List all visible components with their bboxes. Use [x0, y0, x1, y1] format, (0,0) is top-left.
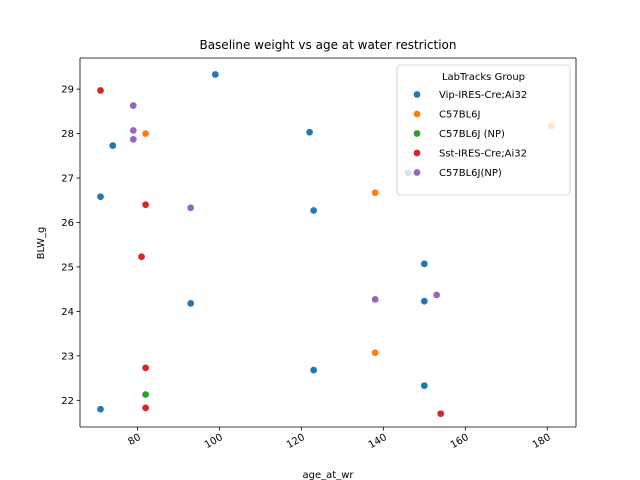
data-point	[420, 381, 429, 390]
y-tick-label: 29	[61, 85, 74, 96]
legend-marker	[413, 110, 421, 118]
x-axis-title: age_at_wr	[303, 470, 355, 480]
data-point	[371, 188, 379, 197]
data-point	[129, 135, 138, 144]
data-point	[305, 128, 314, 137]
data-point	[371, 295, 379, 304]
data-point	[129, 101, 138, 110]
data-point	[436, 409, 445, 418]
legend-label: C57BL6J (NP)	[439, 129, 505, 140]
data-point	[432, 291, 441, 299]
data-point	[108, 141, 117, 150]
legend: LabTracks Group Vip-IRES-Cre;Ai32 C57BL6J C…	[396, 64, 571, 196]
y-axis-title: BLW_g	[36, 227, 47, 260]
data-point	[137, 252, 146, 261]
data-point	[420, 297, 429, 306]
y-tick-label: 26	[61, 218, 74, 229]
data-point	[309, 206, 318, 215]
data-point	[96, 405, 105, 414]
data-point	[141, 390, 150, 399]
legend-box	[396, 64, 571, 196]
data-point	[96, 86, 105, 95]
y-tick-label: 23	[61, 351, 74, 362]
data-point	[371, 348, 379, 357]
legend-label: C57BL6J(NP)	[439, 168, 502, 179]
legend-title: LabTracks Group	[442, 72, 525, 83]
data-point	[186, 203, 195, 212]
legend-label: C57BL6J	[439, 110, 480, 121]
y-tick-label: 25	[61, 262, 74, 273]
legend-marker	[413, 129, 421, 138]
legend-marker	[413, 168, 421, 177]
legend-label: Vip-IRES-Cre;Ai32	[439, 90, 527, 101]
data-point	[141, 364, 150, 372]
legend-marker	[413, 149, 421, 157]
data-point	[141, 404, 150, 412]
legend-label: Sst-IRES-Cre;Ai32	[439, 149, 527, 160]
y-tick-label: 22	[61, 396, 74, 407]
data-point	[420, 259, 429, 268]
data-point	[129, 126, 138, 135]
data-point	[309, 366, 318, 374]
y-tick-label: 28	[61, 129, 74, 140]
legend-marker	[413, 90, 421, 99]
y-tick-label: 24	[61, 307, 74, 318]
data-point	[96, 192, 105, 201]
y-tick-label: 27	[61, 174, 74, 185]
data-point	[211, 70, 220, 79]
data-point	[141, 200, 150, 209]
data-point	[186, 299, 195, 308]
data-point	[141, 129, 150, 138]
chart-title: Baseline weight vs age at water restrict…	[199, 38, 456, 52]
